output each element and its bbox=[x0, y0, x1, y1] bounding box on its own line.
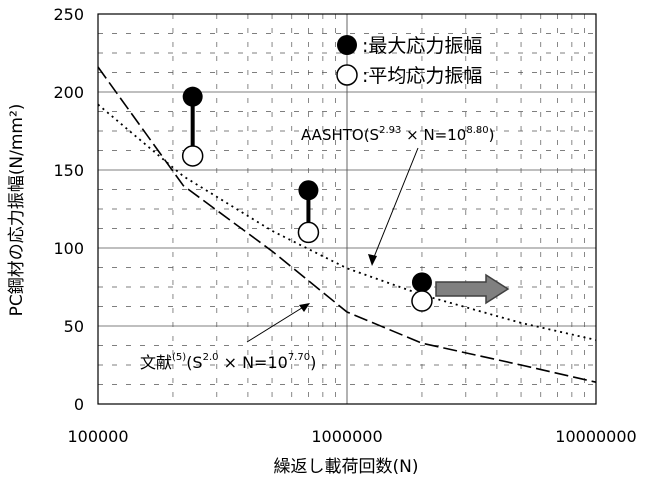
legend-label-mean: :平均応力振幅 bbox=[362, 65, 482, 87]
mean-stress-point bbox=[181, 145, 204, 167]
max-stress-point bbox=[411, 272, 432, 293]
max-stress-point bbox=[298, 180, 319, 201]
x-tick-label: 100000 bbox=[67, 427, 128, 446]
data-points bbox=[181, 86, 433, 312]
aashto-annotation: AASHTO(S2.93 × N=108.80) bbox=[301, 125, 494, 144]
x-tick-label: 1000000 bbox=[311, 427, 382, 446]
y-tick-label: 50 bbox=[64, 317, 84, 336]
y-tick-label: 250 bbox=[53, 5, 84, 24]
mean-stress-point bbox=[297, 221, 320, 244]
reference-leader-arrowhead bbox=[299, 303, 310, 312]
reference-curves bbox=[97, 66, 597, 383]
legend-filled-circle-icon bbox=[337, 35, 357, 55]
y-tick-label: 0 bbox=[74, 395, 84, 414]
reference-leader-line bbox=[246, 305, 306, 343]
legend-label-max: :最大応力振幅 bbox=[362, 35, 482, 57]
legend: :最大応力振幅 :平均応力振幅 bbox=[336, 35, 482, 87]
plot-frame bbox=[97, 13, 597, 405]
tick-labels: 0 50 100 150 200 250 100000 1000000 10000000 bbox=[53, 5, 636, 446]
max-stress-point bbox=[182, 86, 203, 107]
mean-stress-point bbox=[411, 290, 433, 312]
y-axis-title: PC鋼材の応力振幅(N/mm²) bbox=[7, 104, 27, 317]
x-tick-label: 10000000 bbox=[555, 427, 636, 446]
legend-open-circle-icon bbox=[336, 64, 358, 86]
y-tick-label: 150 bbox=[53, 161, 84, 180]
arrow-right-icon bbox=[435, 273, 510, 305]
reference-curve bbox=[97, 66, 597, 383]
aashto-leader-arrowhead bbox=[368, 254, 377, 266]
aashto-curve bbox=[97, 103, 597, 341]
reference-annotation: 文献(5)(S2.0 × N=107.70) bbox=[140, 352, 316, 372]
aashto-leader-line bbox=[371, 147, 419, 263]
x-axis-title: 繰返し載荷回数(N) bbox=[274, 457, 419, 477]
y-tick-label: 100 bbox=[53, 239, 84, 258]
y-tick-label: 200 bbox=[53, 83, 84, 102]
grid bbox=[98, 14, 596, 404]
